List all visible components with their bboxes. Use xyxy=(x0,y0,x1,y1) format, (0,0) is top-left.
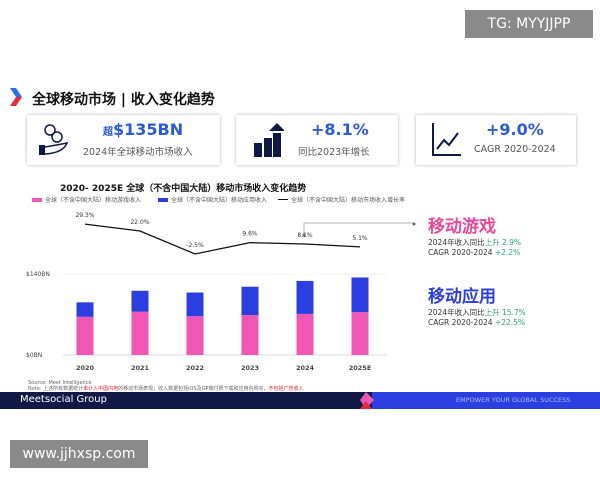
chart-title: 2020- 2025E 全球（不含中国大陆）移动市场收入变化趋势 xyxy=(60,184,307,194)
chart-canvas: $0BN $140BN 2020 2021 2022 2023 2024 2025E 29.3%… xyxy=(26,212,416,372)
bar-games xyxy=(131,311,149,355)
x-tick-label: 2024 xyxy=(296,364,315,372)
note: 的移动市场表现；收入数据包括iOS及GP端付费下载和应用内购买， xyxy=(118,386,269,392)
note-highlight: 未计入中国内地 xyxy=(83,386,119,392)
legend-item-growth: 全球（不含中国大陆）移动市场收入增长率 xyxy=(278,195,405,204)
side-games: 移动游戏 2024年收入同比上升 2.9% CAGR 2020-2024 +2.… xyxy=(428,212,521,257)
bar-games xyxy=(241,315,259,355)
card-value: +8.1% xyxy=(311,120,369,139)
watermark-top-right: TG: MYYJJPP xyxy=(465,10,593,38)
brand-diamond-icon xyxy=(360,392,374,409)
y-tick-label: $140BN xyxy=(26,271,50,278)
x-tick-label: 2023 xyxy=(241,364,259,372)
legend-item-apps: 全球（不含中国大陆）移动应用收入 xyxy=(158,195,267,204)
text: CAGR 2020-2024 xyxy=(428,248,495,257)
y-tick-label: $0BN xyxy=(26,352,42,359)
value: +22.5% xyxy=(494,318,526,327)
bar-apps xyxy=(186,292,204,317)
x-tick-label: 2025E xyxy=(349,364,372,372)
growth-label: 5.1% xyxy=(352,235,368,242)
x-tick-label: 2021 xyxy=(131,364,150,372)
stat-card-revenue: 超$135BN 2024年全球移动市场收入 xyxy=(27,115,220,165)
card-value: +9.0% xyxy=(486,120,544,139)
trend-line-chart-icon xyxy=(432,123,461,156)
stat-card-cagr: +9.0% CAGR 2020-2024 xyxy=(416,115,576,165)
value: +2.2% xyxy=(494,248,521,257)
bar-apps xyxy=(351,277,369,313)
side-games-title: 移动游戏 xyxy=(428,217,496,237)
bar-games xyxy=(351,312,369,355)
footnote: Source: Meet Intelligence Note: 上述所有数据统计… xyxy=(28,380,304,392)
note-highlight: 不包括广告收入 xyxy=(268,386,304,392)
footer-brand: Meetsocial Group xyxy=(20,394,107,405)
value: 上升 2.9% xyxy=(484,238,522,247)
x-tick-label: 2020 xyxy=(76,364,95,372)
money-hand-icon xyxy=(39,124,69,155)
card-label: 2024年全球移动市场收入 xyxy=(83,147,193,158)
note: Note: 上述所有数据统计 xyxy=(28,386,84,392)
text: CAGR 2020-2024 xyxy=(428,318,495,327)
text: 2024年收入同比 xyxy=(428,308,485,317)
x-tick-label: 2022 xyxy=(186,364,204,372)
card-value: $135BN xyxy=(113,120,184,139)
callout-dot xyxy=(412,222,416,226)
source: Source: Meet Intelligence xyxy=(28,380,92,386)
footer-slogan: EMPOWER YOUR GLOBAL SUCCESS xyxy=(456,396,571,404)
legend-item-games: 全球（不含中国大陆）移动游戏收入 xyxy=(32,195,141,204)
legend-label: 全球（不含中国大陆）移动应用收入 xyxy=(171,197,268,204)
text: 2024年收入同比 xyxy=(428,238,485,247)
growth-label: 22.0% xyxy=(130,219,149,226)
value: 上升 15.7% xyxy=(484,308,526,317)
stat-card-growth: +8.1% 同比2023年增长 xyxy=(236,115,398,165)
card-label: 同比2023年增长 xyxy=(298,147,370,158)
bar-apps xyxy=(131,290,149,312)
side-apps: 移动应用 2024年收入同比上升 15.7% CAGR 2020-2024 +2… xyxy=(428,282,526,327)
callout-connector xyxy=(303,222,415,235)
growth-label: 29.3% xyxy=(75,212,94,219)
legend-label: 全球（不含中国大陆）移动游戏收入 xyxy=(45,197,142,204)
bar-apps xyxy=(296,280,314,314)
growth-label: 9.6% xyxy=(242,231,258,238)
bar-games xyxy=(186,316,204,355)
legend-label: 全球（不含中国大陆）移动市场收入增长率 xyxy=(291,197,406,204)
watermark-bottom-left: www.jjhxsp.com xyxy=(10,440,148,468)
bar-games xyxy=(76,316,94,355)
bar-apps xyxy=(76,302,94,317)
callout-dot xyxy=(302,233,306,237)
bar-growth-arrow-icon xyxy=(254,123,284,157)
prefix: 超 xyxy=(103,127,113,138)
page-title: 全球移动市场 | 收入变化趋势 xyxy=(32,92,215,108)
brand-chevron-icon xyxy=(10,88,22,106)
growth-label: -2.5% xyxy=(186,242,204,249)
bar-apps xyxy=(241,286,259,316)
bar-games xyxy=(296,313,314,355)
side-apps-title: 移动应用 xyxy=(428,287,496,307)
footer-bar: Meetsocial Group EMPOWER YOUR GLOBAL SUC… xyxy=(0,392,600,409)
card-label: CAGR 2020-2024 xyxy=(474,144,556,155)
growth-line xyxy=(84,223,361,255)
